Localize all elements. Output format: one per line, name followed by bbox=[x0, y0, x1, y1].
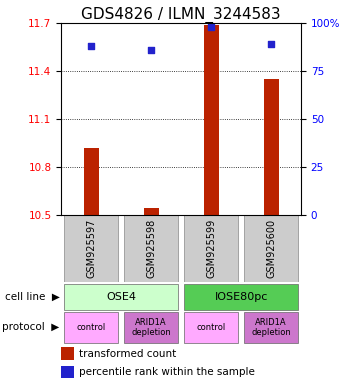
Bar bbox=[61, 347, 75, 360]
Bar bbox=[124, 215, 178, 282]
Text: OSE4: OSE4 bbox=[106, 291, 136, 302]
Bar bbox=[64, 215, 118, 282]
Text: control: control bbox=[196, 323, 226, 332]
Point bbox=[208, 24, 214, 30]
Bar bbox=[184, 312, 238, 343]
Bar bbox=[184, 284, 298, 310]
Point bbox=[268, 41, 274, 47]
Text: control: control bbox=[77, 323, 106, 332]
Text: ARID1A
depletion: ARID1A depletion bbox=[251, 318, 291, 337]
Text: ARID1A
depletion: ARID1A depletion bbox=[131, 318, 171, 337]
Text: GSM925599: GSM925599 bbox=[206, 219, 216, 278]
Text: protocol  ▶: protocol ▶ bbox=[2, 322, 60, 333]
Text: percentile rank within the sample: percentile rank within the sample bbox=[79, 367, 255, 377]
Bar bbox=[204, 25, 219, 215]
Bar bbox=[64, 312, 118, 343]
Bar bbox=[84, 148, 99, 215]
Text: cell line  ▶: cell line ▶ bbox=[5, 291, 60, 302]
Bar bbox=[244, 312, 298, 343]
Bar bbox=[264, 79, 279, 215]
Point bbox=[89, 43, 94, 49]
Text: transformed count: transformed count bbox=[79, 349, 176, 359]
Bar bbox=[124, 312, 178, 343]
Text: GSM925597: GSM925597 bbox=[86, 219, 96, 278]
Bar bbox=[184, 215, 238, 282]
Text: IOSE80pc: IOSE80pc bbox=[214, 291, 268, 302]
Bar bbox=[64, 284, 178, 310]
Bar bbox=[144, 208, 159, 215]
Text: GSM925600: GSM925600 bbox=[266, 219, 276, 278]
Bar bbox=[244, 215, 298, 282]
Title: GDS4826 / ILMN_3244583: GDS4826 / ILMN_3244583 bbox=[81, 7, 281, 23]
Bar bbox=[61, 366, 75, 378]
Text: GSM925598: GSM925598 bbox=[146, 219, 156, 278]
Point bbox=[148, 47, 154, 53]
